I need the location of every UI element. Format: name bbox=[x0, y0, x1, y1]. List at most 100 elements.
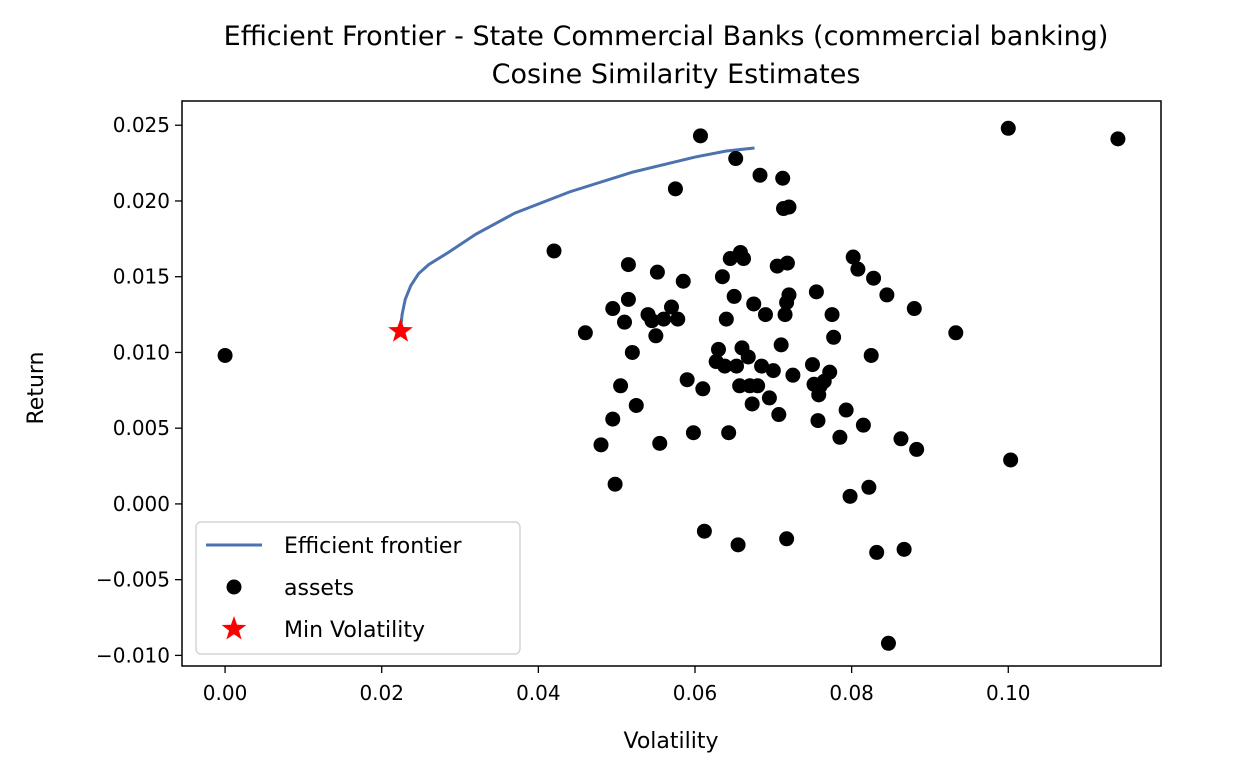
asset-point bbox=[685, 425, 701, 441]
legend-min-volatility-label: Min Volatility bbox=[284, 618, 425, 643]
legend-frontier-label: Efficient frontier bbox=[284, 534, 462, 559]
assets-layer bbox=[217, 120, 1126, 651]
asset-point bbox=[771, 407, 787, 423]
asset-point bbox=[679, 372, 695, 388]
asset-point bbox=[842, 488, 858, 504]
asset-point bbox=[863, 347, 879, 363]
asset-point bbox=[644, 313, 660, 329]
asset-point bbox=[810, 413, 826, 429]
x-tick-label: 0.10 bbox=[986, 681, 1031, 705]
asset-point bbox=[667, 181, 683, 197]
asset-point bbox=[765, 363, 781, 379]
asset-point bbox=[710, 341, 726, 357]
asset-point bbox=[675, 273, 691, 289]
asset-point bbox=[855, 417, 871, 433]
asset-point bbox=[736, 251, 752, 267]
asset-point bbox=[850, 261, 866, 277]
asset-point bbox=[779, 531, 795, 547]
legend-assets-label: assets bbox=[284, 576, 354, 601]
asset-point bbox=[728, 151, 744, 167]
plot-frame bbox=[181, 100, 1162, 667]
asset-point bbox=[670, 311, 686, 327]
asset-point bbox=[648, 328, 664, 344]
asset-point bbox=[781, 287, 797, 303]
asset-point bbox=[845, 249, 861, 265]
asset-point bbox=[826, 329, 842, 345]
plot-area bbox=[181, 100, 1162, 667]
asset-point bbox=[607, 476, 623, 492]
asset-point bbox=[909, 441, 925, 457]
asset-point bbox=[577, 325, 593, 341]
asset-point bbox=[624, 344, 640, 360]
asset-point bbox=[730, 537, 746, 553]
y-tick-label: 0.020 bbox=[113, 189, 170, 213]
chart-subtitle: Cosine Similarity Estimates bbox=[492, 59, 861, 90]
x-tick-label: 0.04 bbox=[516, 681, 561, 705]
asset-point bbox=[217, 347, 233, 363]
asset-point bbox=[714, 269, 730, 285]
asset-point bbox=[832, 429, 848, 445]
asset-point bbox=[824, 307, 840, 323]
asset-point bbox=[718, 311, 734, 327]
asset-point bbox=[866, 270, 882, 286]
asset-point bbox=[861, 479, 877, 495]
asset-point bbox=[605, 301, 621, 317]
asset-point bbox=[617, 314, 633, 330]
asset-point bbox=[781, 199, 797, 215]
min-volatility-marker bbox=[388, 318, 413, 342]
x-axis: 0.00 0.02 0.04 0.06 0.08 0.10 bbox=[203, 666, 1031, 705]
asset-point bbox=[652, 435, 668, 451]
min-volatility-layer bbox=[388, 318, 413, 342]
asset-point bbox=[761, 390, 777, 406]
legend-assets-swatch bbox=[226, 579, 242, 595]
legend-min-volatility-swatch bbox=[221, 616, 247, 640]
y-tick-label: 0.000 bbox=[113, 492, 170, 516]
y-axis-label: Return bbox=[24, 351, 49, 424]
asset-point bbox=[656, 311, 672, 327]
asset-point bbox=[717, 358, 733, 374]
asset-point bbox=[1110, 131, 1126, 147]
asset-point bbox=[546, 243, 562, 259]
asset-point bbox=[726, 288, 742, 304]
asset-point bbox=[696, 523, 712, 539]
asset-point bbox=[779, 255, 795, 271]
asset-point bbox=[896, 541, 912, 557]
asset-point bbox=[620, 291, 636, 307]
asset-point bbox=[906, 301, 922, 317]
asset-point bbox=[773, 337, 789, 353]
asset-point bbox=[1000, 120, 1016, 136]
asset-point bbox=[692, 128, 708, 144]
asset-point bbox=[695, 381, 711, 397]
y-tick-label: −0.005 bbox=[96, 568, 170, 592]
asset-point bbox=[804, 357, 820, 373]
asset-point bbox=[605, 411, 621, 427]
asset-point bbox=[752, 167, 768, 183]
asset-point bbox=[869, 544, 885, 560]
asset-point bbox=[785, 367, 801, 383]
x-axis-label: Volatility bbox=[623, 729, 718, 754]
asset-point bbox=[879, 287, 895, 303]
asset-point bbox=[628, 397, 644, 413]
asset-point bbox=[740, 349, 756, 365]
y-tick-label: −0.010 bbox=[96, 643, 170, 667]
y-tick-label: 0.005 bbox=[113, 416, 170, 440]
asset-point bbox=[613, 378, 629, 394]
frontier-layer bbox=[399, 146, 755, 330]
y-tick-label: 0.015 bbox=[113, 265, 170, 289]
asset-point bbox=[664, 299, 679, 315]
asset-point bbox=[948, 325, 964, 341]
asset-point bbox=[893, 431, 909, 447]
asset-point bbox=[754, 358, 770, 374]
asset-point bbox=[838, 402, 854, 418]
asset-point bbox=[757, 307, 773, 323]
x-tick-label: 0.06 bbox=[673, 681, 718, 705]
legend: Efficient frontier assets Min Volatility bbox=[195, 521, 521, 655]
asset-point bbox=[721, 425, 737, 441]
asset-point bbox=[775, 170, 791, 186]
asset-point bbox=[1003, 452, 1019, 468]
asset-point bbox=[746, 296, 762, 312]
asset-point bbox=[729, 358, 745, 374]
y-axis: −0.010 −0.005 0.000 0.005 0.010 0.015 0.020 0.0… bbox=[96, 113, 182, 667]
legend-box bbox=[195, 521, 521, 655]
